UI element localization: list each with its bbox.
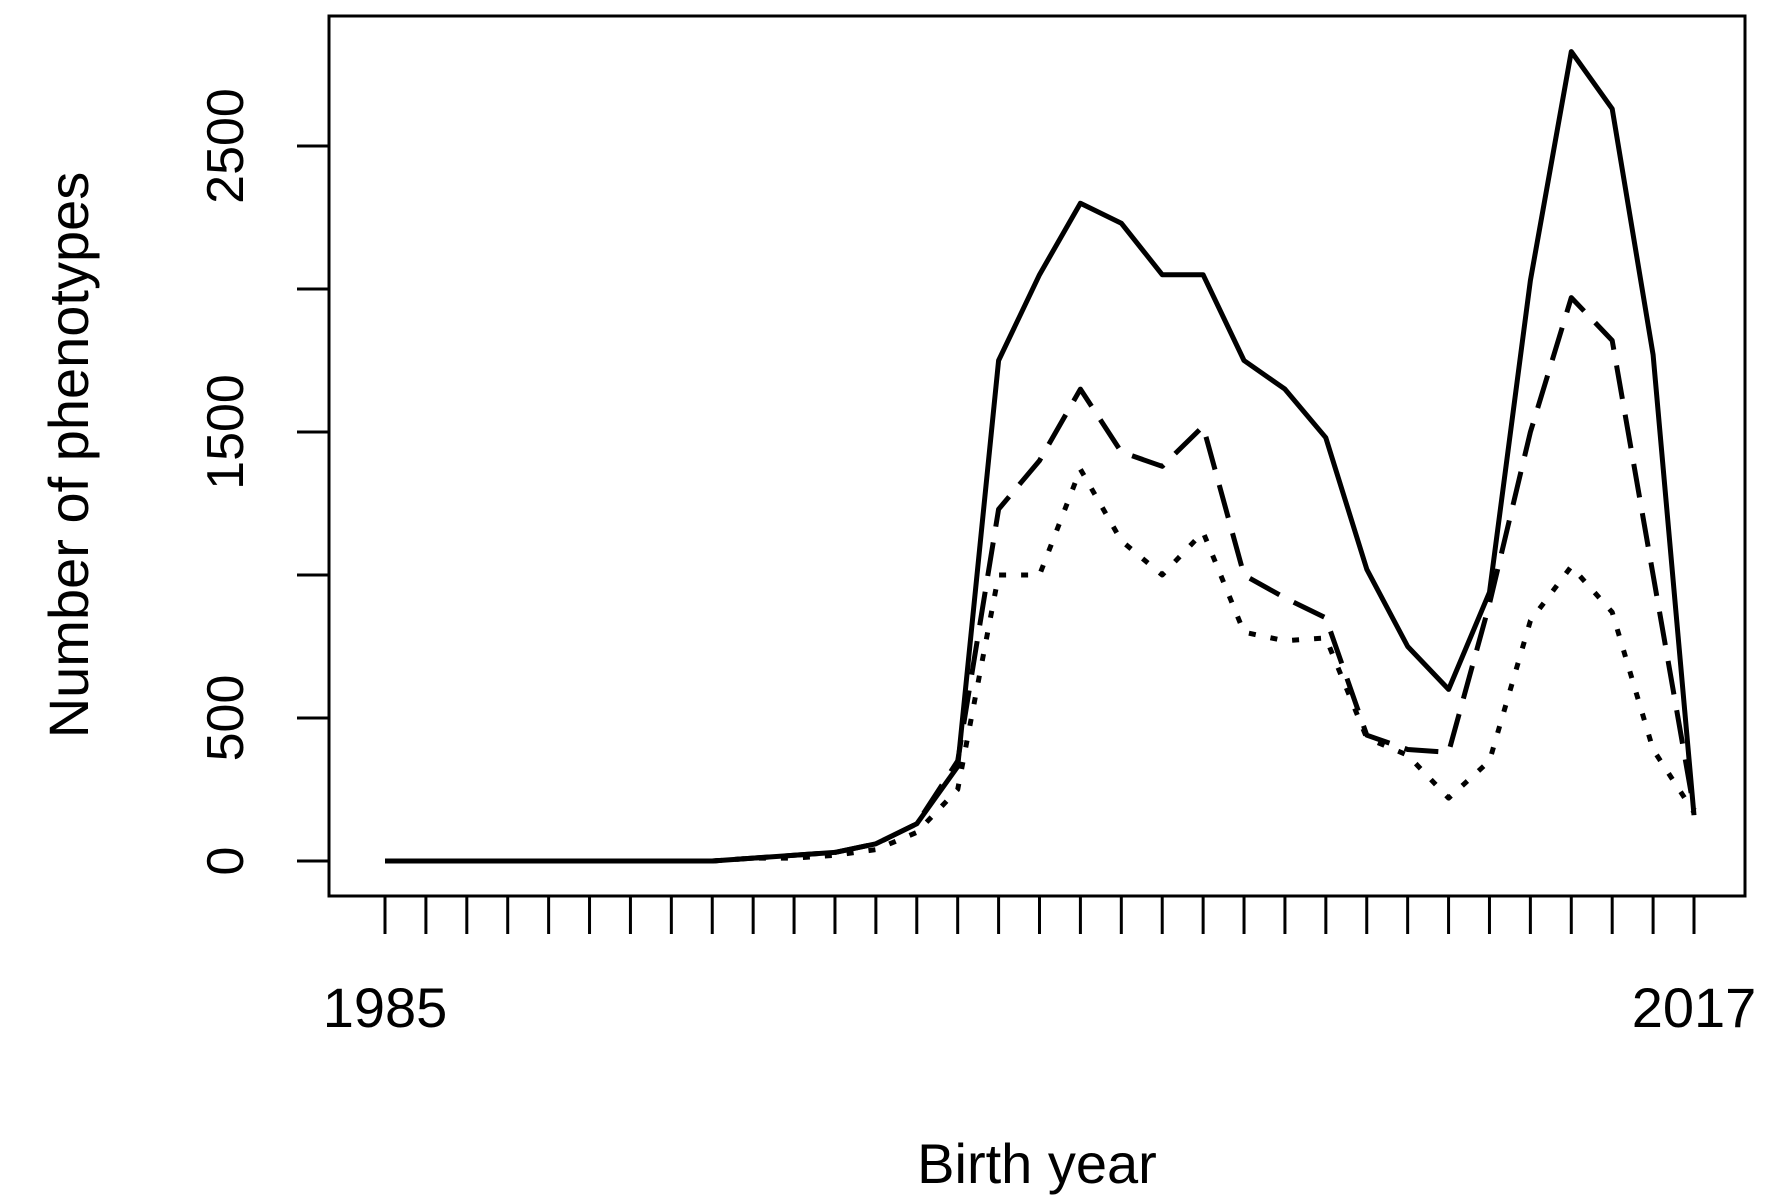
series-line-dashed (385, 295, 1697, 864)
y-axis: 0 500 1500 2500 (197, 88, 329, 875)
series-line-solid (385, 49, 1697, 864)
y-tick-label: 1500 (197, 374, 255, 490)
y-tick-label: 2500 (197, 88, 255, 204)
series-layer (385, 49, 1697, 864)
y-tick-label: 500 (197, 675, 255, 762)
x-tick-label: 1985 (323, 976, 448, 1039)
plot-frame (327, 14, 1747, 898)
x-axis: 1985 2017 (323, 896, 1757, 1039)
y-axis-label: Number of phenotypes (37, 172, 100, 739)
x-axis-label: Birth year (917, 1132, 1157, 1195)
series-line-dotted (385, 466, 1697, 864)
x-tick-label: 2017 (1632, 976, 1757, 1039)
y-tick-label: 0 (197, 847, 255, 876)
